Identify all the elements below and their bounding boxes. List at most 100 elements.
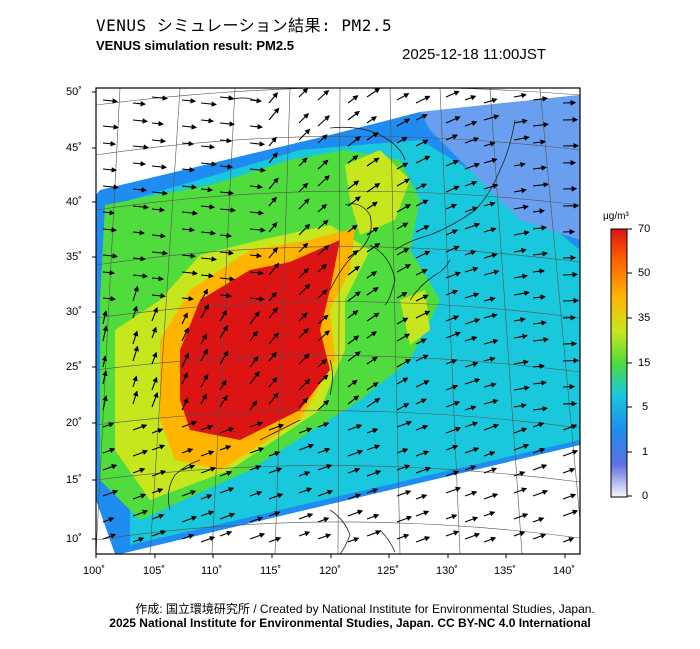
wind-arrow — [132, 493, 147, 500]
wind-arrow — [396, 490, 412, 497]
wind-arrow — [200, 230, 216, 236]
wind-arrow — [298, 157, 308, 167]
wind-arrow — [532, 422, 545, 428]
wind-arrow — [513, 471, 526, 477]
wind-arrow — [562, 449, 579, 457]
wind-arrow — [249, 516, 264, 523]
wind-arrow — [366, 182, 381, 193]
wind-arrow — [396, 292, 408, 299]
wind-arrow — [102, 167, 117, 173]
wind-arrow — [132, 449, 149, 457]
wind-arrow — [347, 395, 360, 405]
wind-arrow — [396, 533, 410, 540]
wind-arrow — [464, 95, 477, 101]
wind-arrow — [445, 134, 459, 141]
wind-arrow — [445, 160, 459, 167]
lon-label-135: 135˚ — [494, 565, 517, 577]
wind-arrow — [366, 382, 379, 391]
lat-label-40: 40˚ — [66, 196, 82, 208]
wind-arrow — [181, 253, 196, 259]
wind-arrow — [317, 374, 329, 385]
wind-arrow — [181, 464, 196, 471]
wind-arrow — [366, 132, 379, 141]
wind-arrow — [317, 447, 331, 454]
wind-arrow — [200, 204, 215, 210]
wind-arrow — [298, 242, 309, 253]
wind-arrow — [562, 357, 580, 364]
wind-arrow — [249, 490, 263, 497]
wind-arrow — [132, 256, 146, 262]
wind-arrow — [415, 338, 427, 345]
lat-label-35: 35˚ — [66, 251, 82, 263]
wind-arrow — [132, 509, 149, 517]
wind-arrow — [562, 467, 576, 474]
wind-arrow — [200, 450, 215, 457]
wind-arrow — [532, 251, 548, 257]
wind-arrow — [366, 530, 382, 537]
wind-arrow — [181, 210, 198, 216]
wind-arrow — [445, 229, 459, 236]
wind-arrow — [181, 124, 197, 130]
wind-arrow — [132, 467, 146, 474]
wind-arrow — [464, 336, 478, 342]
wind-arrow — [298, 128, 311, 141]
wind-arrow — [151, 138, 166, 144]
wind-arrow — [102, 533, 117, 540]
wind-arrow — [132, 390, 139, 405]
wind-arrow — [298, 531, 311, 537]
wind-arrow — [151, 428, 164, 434]
forecast-timestamp: 2025-12-18 11:00JST — [402, 46, 546, 63]
wind-arrow — [181, 448, 194, 454]
wind-arrow — [366, 331, 378, 339]
wind-arrow — [415, 354, 429, 362]
wind-arrow — [268, 262, 280, 276]
lon-label-130: 130˚ — [436, 565, 459, 577]
wind-arrow — [200, 510, 215, 517]
wind-arrow — [298, 378, 311, 391]
wind-arrow — [181, 227, 195, 233]
wind-arrow — [151, 95, 168, 101]
wind-arrow — [298, 487, 313, 494]
wind-arrow — [513, 359, 529, 366]
wind-arrow — [513, 513, 529, 520]
wind-arrow — [200, 118, 214, 124]
lat-label-25: 25˚ — [66, 361, 82, 373]
wind-arrow — [532, 406, 548, 412]
wind-arrow — [347, 155, 359, 164]
wind-arrow — [268, 423, 285, 431]
wind-arrow — [483, 269, 500, 276]
wind-arrow — [445, 530, 460, 537]
wind-arrow — [396, 137, 408, 144]
wind-arrow — [132, 375, 138, 388]
wind-arrow — [249, 210, 264, 216]
wind-arrow — [415, 310, 431, 319]
wind-arrow — [268, 196, 277, 207]
wind-arrow — [132, 537, 145, 543]
wind-arrow — [415, 225, 430, 233]
wind-arrow — [415, 269, 428, 276]
wind-arrow — [200, 393, 207, 405]
wind-arrow — [102, 253, 118, 259]
wind-arrow — [317, 219, 329, 230]
wind-arrow — [445, 486, 462, 494]
wind-arrow — [151, 530, 167, 537]
wind-arrow — [249, 421, 264, 428]
wind-arrow — [513, 230, 530, 236]
wind-arrow — [347, 467, 361, 474]
wind-arrow — [200, 101, 217, 107]
wind-arrow — [445, 470, 460, 477]
colorbar-ticks — [627, 228, 632, 497]
colorbar-tick-5: 5 — [642, 401, 649, 413]
colorbar-tick-35: 35 — [638, 312, 651, 324]
wind-arrow — [445, 289, 459, 296]
wind-arrow — [396, 264, 412, 273]
wind-arrow — [483, 423, 500, 431]
wind-arrow — [317, 422, 330, 428]
wind-arrow — [532, 165, 547, 171]
wind-arrow — [562, 271, 579, 278]
wind-arrow — [347, 196, 361, 207]
wind-arrow — [249, 371, 260, 385]
wind-arrow — [513, 273, 528, 280]
wind-arrow — [317, 399, 330, 411]
wind-arrow — [415, 450, 430, 457]
